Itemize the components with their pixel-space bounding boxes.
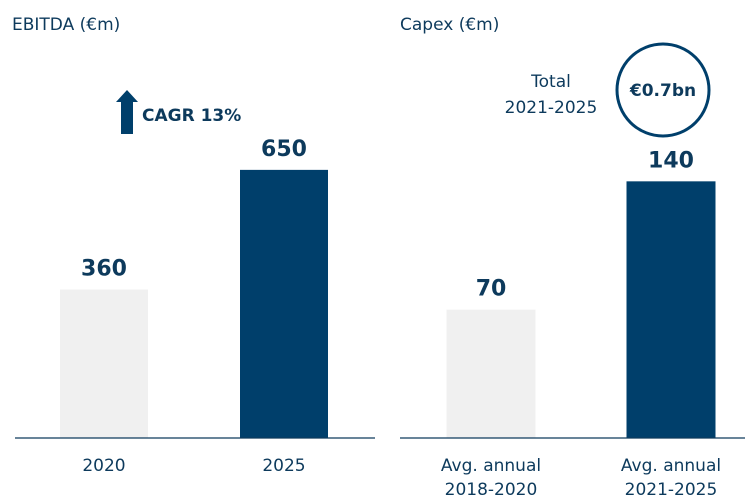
data-label: 650 xyxy=(261,137,307,162)
x-tick-label: 2018-2020 xyxy=(445,480,538,500)
data-label: 70 xyxy=(476,277,507,302)
x-tick-label: Avg. annual xyxy=(621,456,721,476)
bar xyxy=(626,181,716,439)
annotation: CAGR 13% xyxy=(142,106,241,126)
callout-circle xyxy=(615,42,711,138)
data-label: 140 xyxy=(648,148,694,173)
chart-title: Capex (€m) xyxy=(400,15,499,35)
bar xyxy=(60,289,148,438)
data-label: 360 xyxy=(81,257,127,282)
x-tick-label: Avg. annual xyxy=(441,456,541,476)
annotation: 2021-2025 xyxy=(505,98,598,118)
annotation: Total xyxy=(530,72,571,92)
bar xyxy=(446,309,536,438)
arrow xyxy=(116,90,138,134)
x-tick-label: 2021-2025 xyxy=(625,480,718,500)
bar xyxy=(240,169,328,438)
callout: €0.7bn xyxy=(629,81,696,101)
x-tick-label: 2025 xyxy=(262,456,305,476)
chart-title: EBITDA (€m) xyxy=(12,15,120,35)
x-tick-label: 2020 xyxy=(82,456,125,476)
